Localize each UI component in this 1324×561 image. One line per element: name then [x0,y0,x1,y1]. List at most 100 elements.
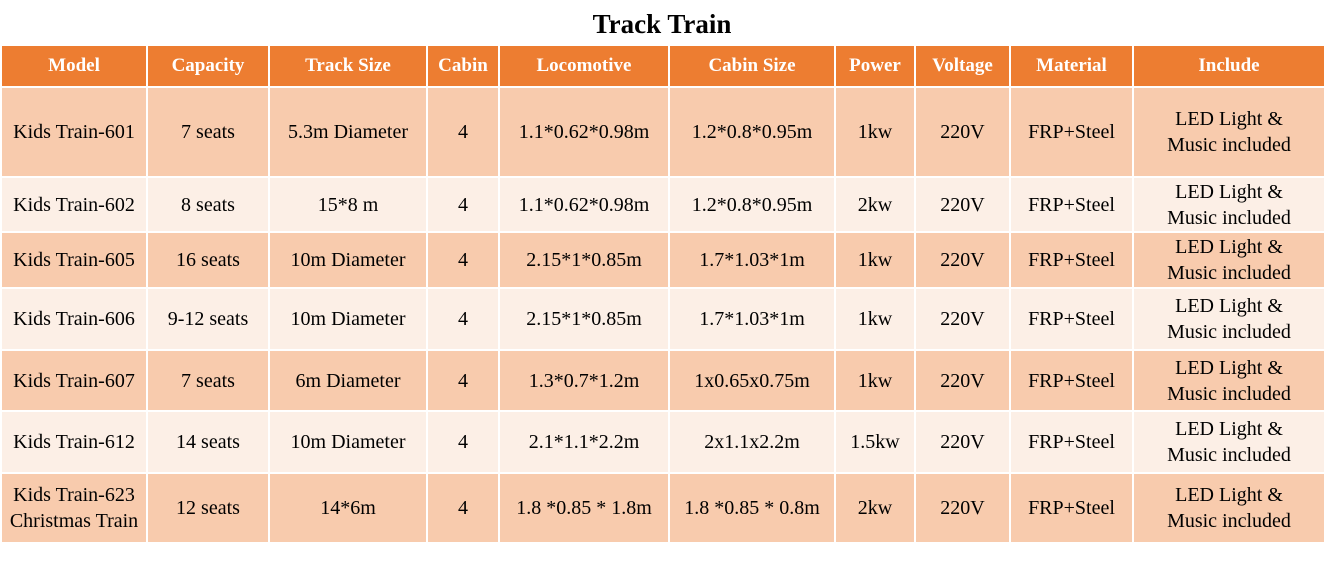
table-row: Kids Train-607 7 seats 6m Diameter 4 1.3… [0,349,1324,412]
cell-model: Kids Train-602 [0,176,148,233]
cell-track-size: 10m Diameter [268,287,428,351]
cell-cabin-size: 1.7*1.03*1m [668,231,836,289]
header-material: Material [1009,44,1134,88]
table-row: Kids Train-612 14 seats 10m Diameter 4 2… [0,410,1324,474]
cell-power: 1kw [834,231,916,289]
header-cabin: Cabin [426,44,500,88]
cell-material: FRP+Steel [1009,176,1134,233]
cell-locomotive: 1.3*0.7*1.2m [498,349,670,412]
cell-include: LED Light & Music included [1132,349,1324,412]
cell-cabin-size: 1.8 *0.85 * 0.8m [668,472,836,544]
header-model: Model [0,44,148,88]
cell-cabin-size: 1.2*0.8*0.95m [668,86,836,178]
cell-voltage: 220V [914,410,1011,474]
cell-model-text: Kids Train-623 Christmas Train [9,484,139,532]
cell-voltage: 220V [914,86,1011,178]
cell-voltage: 220V [914,472,1011,544]
cell-material: FRP+Steel [1009,287,1134,351]
cell-track-size: 10m Diameter [268,231,428,289]
cell-include-text: LED Light & Music included [1167,484,1291,532]
cell-include: LED Light & Music included [1132,472,1324,544]
cell-capacity: 7 seats [146,349,270,412]
cell-include: LED Light & Music included [1132,410,1324,474]
cell-material: FRP+Steel [1009,231,1134,289]
cell-model: Kids Train-605 [0,231,148,289]
cell-cabin: 4 [426,472,500,544]
cell-cabin: 4 [426,287,500,351]
cell-capacity: 9-12 seats [146,287,270,351]
cell-cabin-size: 2x1.1x2.2m [668,410,836,474]
spec-table: Model Capacity Track Size Cabin Locomoti… [0,44,1324,544]
cell-model: Kids Train-623 Christmas Train [0,472,148,544]
cell-track-size: 15*8 m [268,176,428,233]
header-locomotive: Locomotive [498,44,670,88]
cell-power: 2kw [834,472,916,544]
table-row: Kids Train-623 Christmas Train 12 seats … [0,472,1324,544]
cell-cabin: 4 [426,231,500,289]
cell-model-text: Kids Train-612 [13,431,135,453]
cell-include-text: LED Light & Music included [1167,236,1291,284]
cell-model-text: Kids Train-607 [13,369,135,392]
cell-power: 1kw [834,287,916,351]
cell-locomotive: 1.1*0.62*0.98m [498,86,670,178]
cell-power: 1.5kw [834,410,916,474]
cell-cabin: 4 [426,86,500,178]
cell-include: LED Light & Music included [1132,86,1324,178]
cell-model: Kids Train-606 [0,287,148,351]
cell-material: FRP+Steel [1009,349,1134,412]
header-include: Include [1132,44,1324,88]
cell-voltage: 220V [914,287,1011,351]
cell-track-size: 14*6m [268,472,428,544]
cell-material: FRP+Steel [1009,472,1134,544]
cell-voltage: 220V [914,176,1011,233]
cell-capacity: 7 seats [146,86,270,178]
cell-locomotive: 2.15*1*0.85m [498,287,670,351]
cell-model: Kids Train-601 [0,86,148,178]
cell-model-text: Kids Train-602 [13,193,135,216]
cell-cabin: 4 [426,410,500,474]
cell-capacity: 14 seats [146,410,270,474]
cell-cabin: 4 [426,349,500,412]
cell-track-size: 6m Diameter [268,349,428,412]
cell-capacity: 8 seats [146,176,270,233]
cell-capacity: 16 seats [146,231,270,289]
page-title: Track Train [592,9,732,39]
cell-include-text: LED Light & Music included [1167,180,1291,229]
cell-locomotive: 1.1*0.62*0.98m [498,176,670,233]
cell-include: LED Light & Music included [1132,231,1324,289]
cell-include-text: LED Light & Music included [1167,295,1291,343]
cell-cabin-size: 1.2*0.8*0.95m [668,176,836,233]
header-cabin-size: Cabin Size [668,44,836,88]
table-row: Kids Train-602 8 seats 15*8 m 4 1.1*0.62… [0,176,1324,233]
table-row: Kids Train-606 9-12 seats 10m Diameter 4… [0,287,1324,351]
header-voltage: Voltage [914,44,1011,88]
cell-cabin-size: 1x0.65x0.75m [668,349,836,412]
cell-voltage: 220V [914,231,1011,289]
header-track-size: Track Size [268,44,428,88]
table-row: Kids Train-601 7 seats 5.3m Diameter 4 1… [0,86,1324,178]
cell-model-text: Kids Train-606 [13,308,135,330]
cell-locomotive: 1.8 *0.85 * 1.8m [498,472,670,544]
cell-include: LED Light & Music included [1132,176,1324,233]
cell-locomotive: 2.1*1.1*2.2m [498,410,670,474]
cell-include-text: LED Light & Music included [1167,108,1291,156]
cell-model-text: Kids Train-605 [13,249,135,271]
cell-model: Kids Train-607 [0,349,148,412]
cell-include-text: LED Light & Music included [1167,356,1291,405]
cell-model: Kids Train-612 [0,410,148,474]
header-capacity: Capacity [146,44,270,88]
cell-track-size: 5.3m Diameter [268,86,428,178]
cell-model-text: Kids Train-601 [13,121,135,143]
cell-cabin-size: 1.7*1.03*1m [668,287,836,351]
table-row: Kids Train-605 16 seats 10m Diameter 4 2… [0,231,1324,289]
cell-material: FRP+Steel [1009,410,1134,474]
cell-include-text: LED Light & Music included [1167,418,1291,466]
cell-track-size: 10m Diameter [268,410,428,474]
cell-power: 2kw [834,176,916,233]
header-row: Model Capacity Track Size Cabin Locomoti… [0,44,1324,88]
cell-power: 1kw [834,86,916,178]
cell-capacity: 12 seats [146,472,270,544]
cell-voltage: 220V [914,349,1011,412]
cell-material: FRP+Steel [1009,86,1134,178]
cell-include: LED Light & Music included [1132,287,1324,351]
